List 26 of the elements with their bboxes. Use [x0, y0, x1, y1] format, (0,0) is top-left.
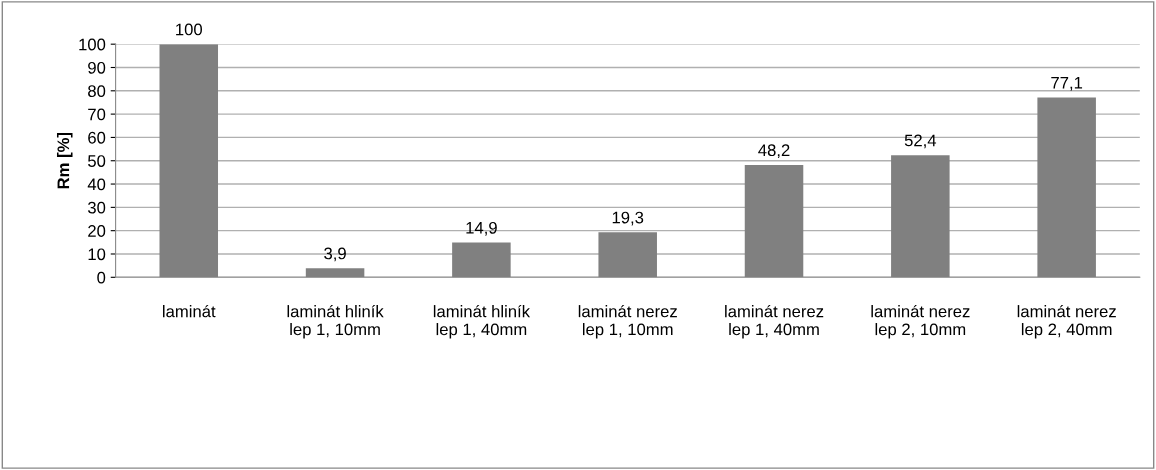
y-tick-label: 30: [87, 201, 106, 214]
x-tick-label: laminát nerez lep 2, 10mm: [871, 304, 970, 339]
data-label: 48,2: [758, 144, 790, 159]
data-label: 14,9: [466, 221, 497, 236]
x-tick-label: laminát hliník lep 1, 40mm: [433, 304, 531, 339]
x-tick-label: laminát hliník lep 1, 10mm: [287, 304, 384, 339]
data-label: 77,1: [1051, 77, 1083, 91]
y-tick-label: 70: [88, 108, 106, 121]
y-tick-label: 20: [88, 225, 106, 237]
data-label: 19,3: [612, 211, 644, 226]
y-tick-label: 80: [88, 85, 106, 98]
y-tick-label: 0: [97, 271, 106, 284]
x-tick-label: laminát nerez lep 1, 10mm: [578, 304, 677, 339]
x-tick-label: laminát: [163, 304, 216, 318]
data-label: 3,9: [324, 247, 346, 262]
x-tick-label: laminát nerez lep 1, 40mm: [725, 304, 824, 339]
x-tick-label: laminát nerez lep 2, 40mm: [1017, 304, 1116, 339]
y-tick-label: 100: [79, 38, 106, 51]
data-label: 100: [176, 23, 203, 36]
y-axis-title: Rm [%]: [56, 132, 73, 189]
y-tick-label: 50: [88, 155, 106, 167]
data-label: 52,4: [904, 134, 937, 149]
y-tick-label: 90: [88, 61, 106, 74]
y-tick-label: 40: [87, 178, 106, 191]
y-tick-label: 10: [88, 248, 106, 261]
y-tick-label: 60: [88, 131, 106, 144]
